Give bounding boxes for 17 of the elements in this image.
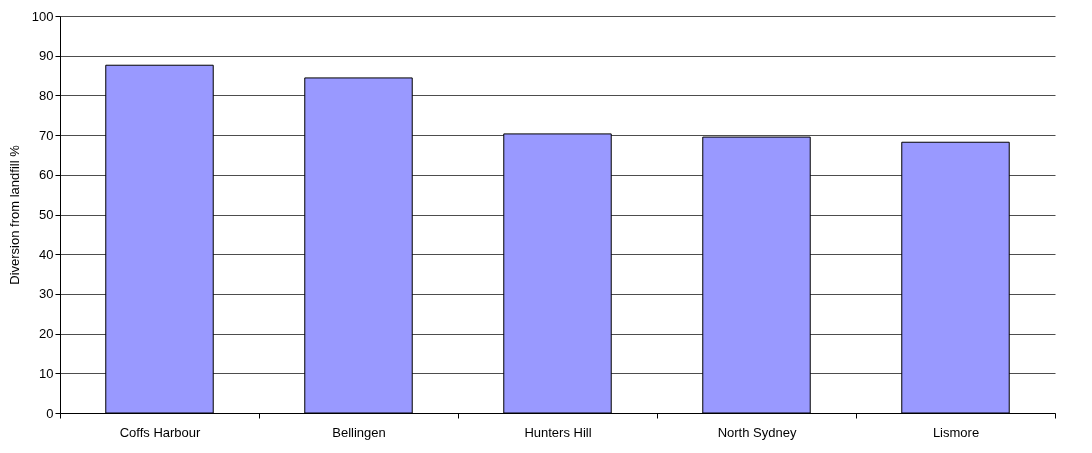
y-tick-label: 30 [39, 286, 54, 302]
y-axis-title: Diversion from landfill % [6, 144, 22, 285]
y-tick-label: 20 [39, 326, 54, 342]
y-tick-label: 10 [39, 365, 54, 381]
y-tick-label: 70 [39, 127, 54, 143]
y-tick-label: 0 [46, 405, 54, 421]
y-tick-label: 100 [31, 8, 54, 24]
y-tick-label: 50 [39, 207, 54, 222]
y-tick-label: 90 [39, 48, 54, 64]
x-tick-label: North Sydney [717, 424, 797, 440]
y-tick-label: 40 [39, 246, 54, 262]
x-tick-label: Hunters Hill [524, 424, 592, 440]
y-tick-label: 80 [39, 87, 54, 103]
x-tick-label: Coffs Harbour [119, 424, 202, 440]
x-tick-label: Lismore [932, 424, 980, 440]
y-tick-label: 60 [39, 167, 54, 183]
x-tick-label: Bellingen [332, 424, 386, 440]
